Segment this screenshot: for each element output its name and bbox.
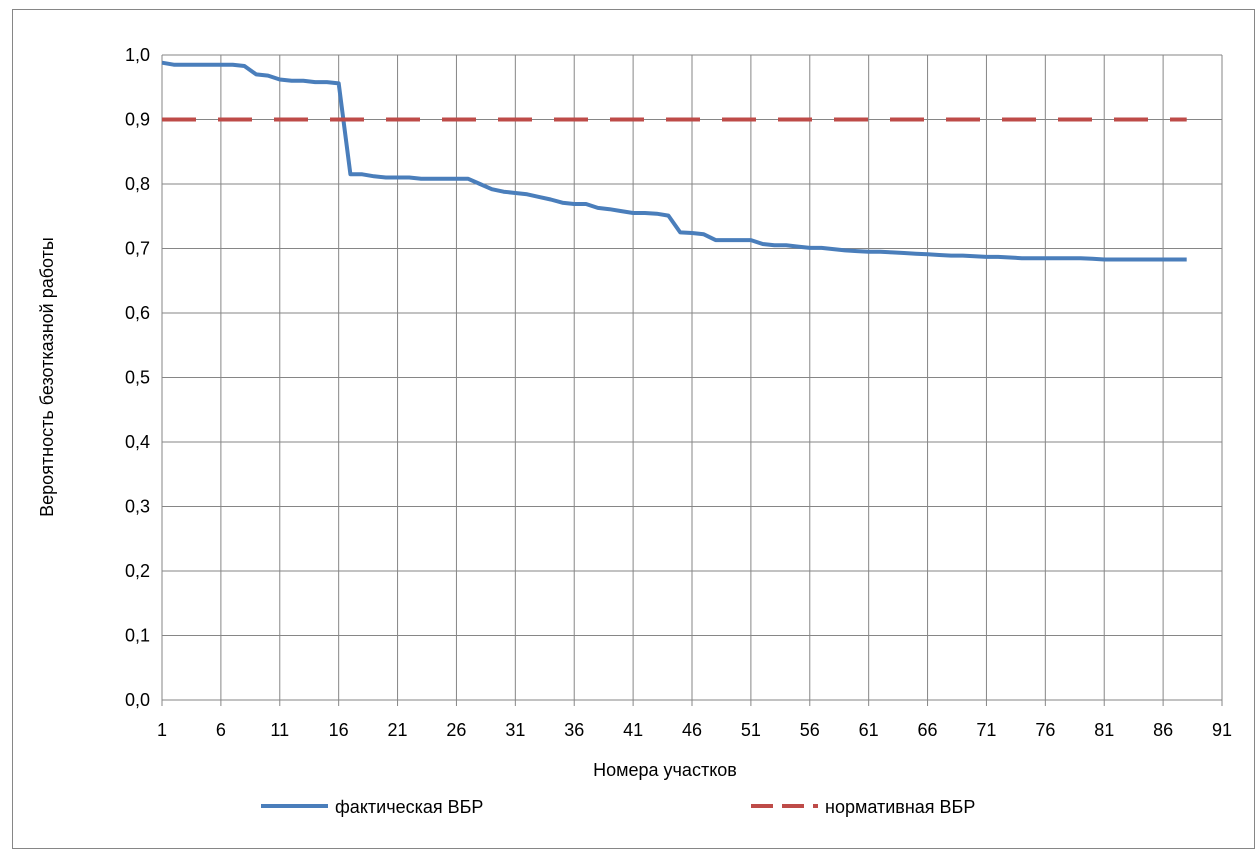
x-tick-label: 11	[270, 720, 289, 740]
legend-label-normative: нормативная ВБР	[825, 797, 975, 817]
x-tick-label: 61	[859, 720, 879, 740]
x-axis-title: Номера участков	[593, 760, 737, 780]
y-tick-label: 0,7	[125, 239, 150, 259]
x-tick-labels: 1 6 11 16 21 26 31 36 41 46 51 56 61 66 71 76 81 86 91	[157, 720, 1232, 740]
x-tick-label: 6	[216, 720, 226, 740]
x-tick-label: 21	[388, 720, 408, 740]
y-tick-label: 0,0	[125, 690, 150, 710]
x-tick-label: 46	[682, 720, 702, 740]
x-tick-label: 56	[800, 720, 820, 740]
x-tick-label: 51	[741, 720, 761, 740]
y-tick-labels: 0,0 0,1 0,2 0,3 0,4 0,5 0,6 0,7 0,8 0,9 1,0	[125, 45, 150, 710]
line-chart: 0,00,10,20,30,40,50,60,70,80,91,0 1 6 11 16…	[37, 45, 1232, 817]
y-tick-label: 0,1	[125, 626, 150, 646]
y-axis-title: Вероятность безотказной работы	[37, 237, 57, 517]
y-tick-label: 0,2	[125, 561, 150, 581]
x-tick-label: 71	[976, 720, 996, 740]
axes	[161, 55, 1223, 706]
x-tick-label: 16	[329, 720, 349, 740]
y-tick-label: 0,4	[125, 432, 150, 452]
grid	[161, 54, 1223, 701]
legend-label-actual: фактическая ВБР	[335, 797, 483, 817]
x-tick-label: 81	[1094, 720, 1114, 740]
x-tick-label: 36	[564, 720, 584, 740]
series-layer	[161, 60, 1187, 262]
x-tick-label: 91	[1212, 720, 1232, 740]
y-tick-label: 1,0	[125, 45, 150, 65]
y-tick-label: 0,9	[125, 110, 150, 130]
x-tick-label: 76	[1035, 720, 1055, 740]
legend: фактическая ВБР нормативная ВБР	[261, 797, 975, 817]
x-tick-label: 1	[157, 720, 167, 740]
series-actual-line	[161, 60, 1187, 262]
y-tick-label: 0,3	[125, 497, 150, 517]
y-tick-label: 0,5	[125, 368, 150, 388]
x-tick-label: 26	[446, 720, 466, 740]
x-tick-label: 41	[623, 720, 643, 740]
y-tick-label: 0,6	[125, 303, 150, 323]
x-tick-label: 66	[918, 720, 938, 740]
x-tick-label: 86	[1153, 720, 1173, 740]
x-tick-label: 31	[505, 720, 525, 740]
y-tick-label: 0,8	[125, 174, 150, 194]
